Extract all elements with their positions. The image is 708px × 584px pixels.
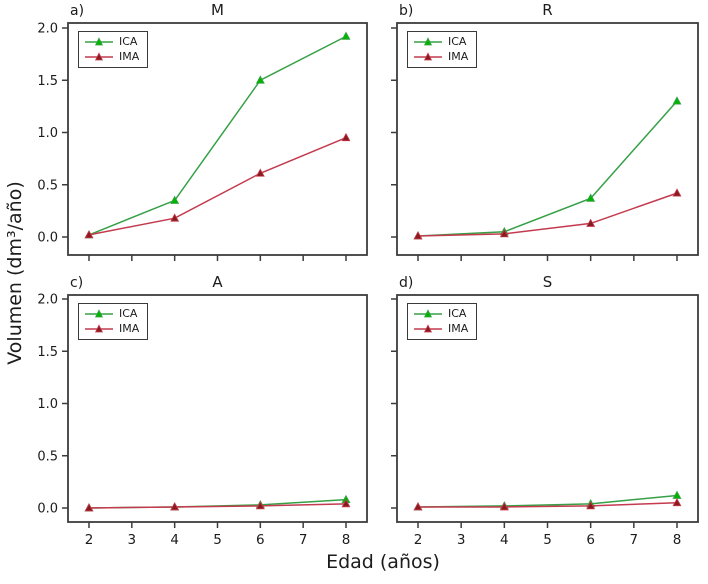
svg-text:3: 3: [128, 532, 137, 548]
plot-area-r: [391, 22, 699, 261]
legend-label-ima: IMA: [119, 50, 140, 63]
svg-text:1.0: 1.0: [37, 397, 58, 412]
ica-line-icon: [84, 37, 114, 47]
legend-item-ica: ICA: [84, 307, 139, 321]
svg-text:2.0: 2.0: [37, 293, 58, 308]
svg-text:5: 5: [213, 532, 222, 548]
legend-label-ima: IMA: [448, 50, 469, 63]
legend-label-ima: IMA: [119, 322, 140, 335]
legend-a: ICA IMA: [78, 303, 149, 340]
ima-line-icon: [84, 52, 114, 62]
svg-text:1.5: 1.5: [37, 74, 58, 89]
svg-text:0.0: 0.0: [37, 502, 58, 517]
legend-r: ICA IMA: [407, 31, 478, 68]
svg-text:8: 8: [673, 532, 682, 548]
svg-text:7: 7: [299, 532, 308, 548]
plot-area-s: 2 3 4 5 6 7 8: [391, 294, 699, 548]
legend-item-ima: IMA: [413, 50, 468, 64]
svg-text:1.5: 1.5: [37, 345, 58, 360]
ima-line-icon: [84, 324, 114, 334]
svg-text:1.0: 1.0: [37, 126, 58, 141]
svg-text:0.5: 0.5: [37, 178, 58, 193]
svg-text:5: 5: [543, 532, 552, 548]
legend-item-ima: IMA: [84, 50, 139, 64]
svg-text:0.0: 0.0: [37, 231, 58, 246]
legend-label-ica: ICA: [119, 35, 138, 48]
legend-item-ima: IMA: [84, 322, 139, 336]
legend-label-ica: ICA: [448, 307, 467, 320]
legend-label-ima: IMA: [448, 322, 469, 335]
svg-text:2: 2: [414, 532, 423, 548]
svg-text:4: 4: [500, 532, 509, 548]
legend-item-ica: ICA: [413, 35, 468, 49]
ima-line-icon: [413, 324, 443, 334]
svg-text:6: 6: [586, 532, 595, 548]
plot-area-m: 0.0 0.5 1.0 1.5 2.0: [37, 22, 368, 261]
ima-line-icon: [413, 52, 443, 62]
x-axis-label: Edad (años): [326, 551, 440, 573]
svg-text:6: 6: [256, 532, 265, 548]
svg-text:3: 3: [457, 532, 466, 548]
svg-text:8: 8: [342, 532, 351, 548]
legend-item-ica: ICA: [84, 35, 139, 49]
plot-area-a: 0.0 0.5 1.0 1.5 2.0 2 3 4 5 6 7 8: [37, 293, 368, 548]
legend-item-ica: ICA: [413, 307, 468, 321]
svg-text:2.0: 2.0: [37, 22, 58, 37]
legend-m: ICA IMA: [78, 31, 149, 68]
svg-text:4: 4: [170, 532, 179, 548]
legend-label-ica: ICA: [448, 35, 467, 48]
ica-line-icon: [413, 309, 443, 319]
legend-label-ica: ICA: [119, 307, 138, 320]
legend-item-ima: IMA: [413, 322, 468, 336]
svg-text:0.5: 0.5: [37, 449, 58, 464]
legend-s: ICA IMA: [407, 303, 478, 340]
svg-text:7: 7: [630, 532, 639, 548]
ica-line-icon: [84, 309, 114, 319]
svg-text:2: 2: [85, 532, 94, 548]
ica-line-icon: [413, 37, 443, 47]
